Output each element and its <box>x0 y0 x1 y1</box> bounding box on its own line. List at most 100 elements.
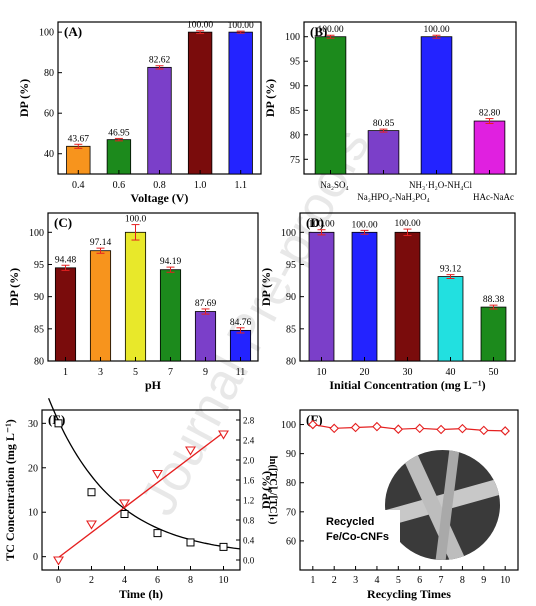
bar <box>54 267 77 362</box>
panel-1: (B) 75 80 85 90 95 100 100.00 Na₂SO₄ 80.85 Na₂HPO₄… <box>263 21 517 202</box>
data-label: 94.48 <box>55 255 77 265</box>
x-tick-label: HAc-NaAc <box>473 192 514 202</box>
linear-fit-line <box>58 431 224 559</box>
data-label: 87.69 <box>195 299 217 309</box>
y-tick-label: 85 <box>286 324 296 335</box>
x-tick-label: 7 <box>168 367 173 378</box>
data-label: 84.76 <box>230 318 252 328</box>
x-tick-label: 10 <box>219 575 229 586</box>
sem-fiber <box>398 450 467 560</box>
bar <box>194 311 217 362</box>
concentration-marker <box>87 488 96 497</box>
y2-tick-label: 2.8 <box>243 416 255 426</box>
x-tick-label: 1.0 <box>194 180 207 191</box>
y-tick-label: 90 <box>290 81 300 92</box>
concentration-marker <box>54 419 63 428</box>
data-label: 46.95 <box>108 128 130 138</box>
y-tick-label: 100 <box>29 228 44 239</box>
y-tick-label: 95 <box>34 260 44 271</box>
concentration-marker <box>186 538 195 547</box>
bar <box>106 139 132 175</box>
bar <box>229 329 252 362</box>
inset-label-box <box>320 510 400 546</box>
y2-tick-label: 2.0 <box>243 456 255 466</box>
panel-label: (A) <box>64 24 82 39</box>
sem-fiber <box>435 450 460 560</box>
bar <box>394 231 421 362</box>
dp-marker <box>436 424 446 435</box>
concentration-marker <box>153 529 162 538</box>
y-axis-label: TC Concentration (mg L⁻¹) <box>3 419 17 561</box>
concentration-marker <box>219 542 228 551</box>
x-axis-label: Initial Concentration (mg L⁻¹) <box>329 378 485 392</box>
x-tick-label: Na₂HPO₄-NaH₂PO₄ <box>357 192 430 202</box>
dp-line <box>312 423 506 432</box>
panel-5: (F)1 2 3 4 5 6 7 8 9 1060708090100RecycledFe/Co-C… <box>259 409 519 601</box>
bar <box>228 31 253 175</box>
x-tick-label: 5 <box>133 367 138 378</box>
x-tick-label: NH₃·H₂O-NH₄Cl <box>409 180 472 190</box>
x-tick-label: 4 <box>122 575 127 586</box>
plots: (A)40608010043.670.446.950.682.620.8100.… <box>3 21 519 601</box>
inset-label-line1: Recycled <box>326 516 374 528</box>
data-label: 100.00 <box>351 220 377 230</box>
bar <box>437 276 464 362</box>
x-tick-label: 30 <box>403 367 413 378</box>
x-tick-label: 10 <box>317 367 327 378</box>
data-label: 100.00 <box>228 21 254 31</box>
y-tick-label: 80 <box>34 357 44 368</box>
y2-tick-label: 1.2 <box>243 496 254 506</box>
bar <box>473 120 506 175</box>
y-axis-label: DP (%) <box>263 79 277 117</box>
x-tick-label: 0.4 <box>72 180 85 191</box>
x-tick-label: 7 <box>439 575 444 586</box>
dp-marker <box>414 423 425 434</box>
y-tick-label: 80 <box>290 130 300 141</box>
x-tick-label: 3 <box>98 367 103 378</box>
bar <box>66 145 91 175</box>
y-tick-label: 90 <box>34 292 44 303</box>
bar <box>314 36 347 175</box>
ln-ratio-marker <box>53 556 64 566</box>
y2-tick-label: 0.0 <box>243 556 255 566</box>
dp-marker <box>457 423 468 434</box>
panel-label: (D) <box>306 215 324 230</box>
ln-ratio-marker <box>218 430 229 440</box>
x-tick-label: 1.1 <box>234 180 247 191</box>
x-tick-label: 8 <box>460 575 465 586</box>
y-tick-label: 80 <box>44 68 54 79</box>
plot-frame <box>41 409 241 571</box>
x-tick-label: 6 <box>417 575 422 586</box>
y-axis-label: DP (%) <box>7 268 21 306</box>
y-tick-label: 75 <box>290 155 300 166</box>
y-tick-label: 100 <box>285 32 300 43</box>
plot-frame <box>299 409 519 571</box>
dp-marker <box>350 422 361 433</box>
x-tick-label: 5 <box>396 575 401 586</box>
x-axis-label: Time (h) <box>119 587 163 601</box>
dp-marker <box>372 421 382 432</box>
y-tick-label: 70 <box>286 507 296 518</box>
bar <box>147 66 172 175</box>
decay-fit-curve <box>47 397 241 550</box>
data-label: 80.85 <box>373 119 395 129</box>
y-tick-label: 30 <box>28 419 38 430</box>
x-tick-label: 6 <box>155 575 160 586</box>
data-label: 88.38 <box>483 295 505 305</box>
y-tick-label: 60 <box>286 536 296 547</box>
bar <box>420 36 453 175</box>
panel-label: (C) <box>54 215 72 230</box>
data-label: 100.00 <box>187 21 213 31</box>
x-axis-label: Voltage (V) <box>131 191 189 205</box>
y2-axis-label: ln([TC]₀/[TC]ₜ) <box>267 456 278 525</box>
panel-label: (B) <box>310 24 327 39</box>
plot-frame <box>303 21 517 175</box>
x-axis-label: pH <box>145 378 162 392</box>
x-tick-label: 11 <box>236 367 246 378</box>
x-tick-label: 9 <box>203 367 208 378</box>
inset-label-line2: Fe/Co-CNFs <box>326 531 389 543</box>
x-tick-label: 2 <box>89 575 94 586</box>
ln-ratio-marker <box>119 499 130 509</box>
y-tick-label: 85 <box>290 106 300 117</box>
dp-marker <box>500 426 510 436</box>
